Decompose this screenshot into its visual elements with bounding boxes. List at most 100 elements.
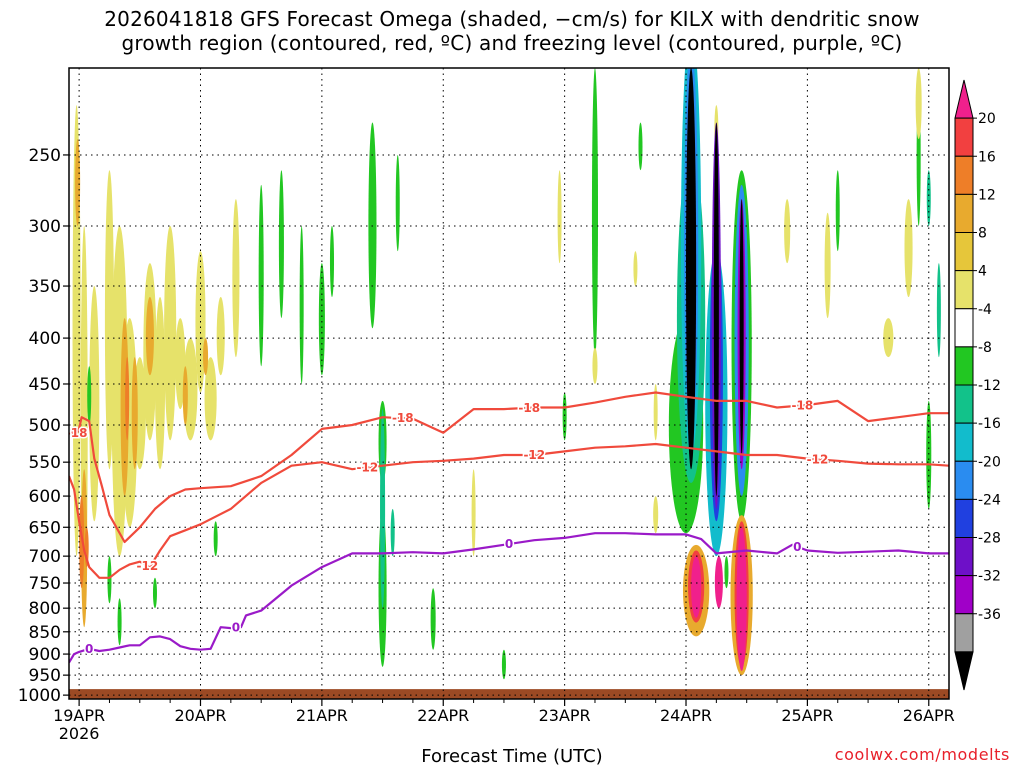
omega-cell-rising (653, 383, 658, 441)
colorbar-segment (954, 498, 974, 538)
omega-cell-sinking (638, 122, 643, 171)
omega-cell-rising (653, 496, 659, 534)
omega-cell-rising (164, 225, 177, 441)
y-tick-label: 550 (29, 453, 61, 473)
y-tick-label: 850 (29, 623, 61, 643)
axes: 2503003504004505005506006507007508008509… (18, 146, 955, 743)
colorbar-label: 8 (978, 226, 987, 242)
omega-cell-rising (232, 199, 240, 358)
colorbar-segment (954, 155, 974, 195)
x-tick-label: 25APR (781, 706, 833, 725)
colorbar: 20 16 12 8 4 -4 -8 -12 -16 -20 -24 -28 -32 -36 (954, 79, 1001, 691)
omega-cell-rising (75, 139, 81, 226)
colorbar-label: 4 (978, 264, 987, 280)
omega-cell-sinking (107, 556, 112, 604)
x-tick-year: 2026 (59, 724, 100, 743)
x-tick-label: 22APR (417, 706, 469, 725)
colorbar-segment (954, 79, 974, 119)
colorbar-segment (954, 193, 974, 233)
x-axis-title: Forecast Time (UTC) (421, 746, 603, 767)
omega-cell-rising (182, 366, 188, 426)
y-tick-label: 350 (29, 277, 61, 297)
omega-cell-rising (216, 297, 225, 376)
omega-cell-sinking (926, 170, 931, 226)
omega-cell-sinking (591, 68, 599, 358)
colorbar-segment (954, 308, 974, 348)
omega-cell-strong-sinking (713, 122, 719, 497)
colorbar-label: -36 (978, 607, 1001, 623)
omega-cell-sinking (368, 122, 377, 329)
x-tick-label: 23APR (539, 706, 591, 725)
omega-cell-strong-sinking (686, 68, 697, 470)
contour--18 (70, 391, 949, 544)
contour-label: -18 (392, 411, 414, 425)
contour-0 (69, 532, 949, 664)
colorbar-label: -16 (978, 416, 1001, 432)
colorbar-segment (954, 117, 974, 157)
colorbar-segment (954, 651, 974, 691)
y-tick-label: 450 (29, 375, 61, 395)
grid-lines (69, 68, 949, 699)
omega-cell-strong-rising (736, 527, 747, 672)
x-tick-label: 20APR (174, 706, 226, 725)
omega-cell-sinking (835, 170, 840, 252)
omega-cell-rising (145, 297, 154, 376)
omega-cell-rising (557, 170, 562, 264)
omega-cell-rising (131, 357, 138, 470)
contour-label: 0 (85, 642, 93, 656)
x-tick-label: 26APR (903, 706, 955, 725)
omega-cell-rising (633, 251, 638, 287)
colorbar-label: -28 (978, 531, 1001, 547)
contour-label: -18 (66, 426, 88, 440)
contour-label: -12 (807, 452, 829, 466)
colorbar-segment (954, 613, 974, 653)
omega-cell-rising (175, 318, 186, 410)
contour-label: -12 (137, 559, 159, 573)
omega-cell-rising (203, 338, 209, 376)
site-credit: coolwx.com/modelts (834, 745, 1010, 764)
omega-shading (69, 68, 949, 699)
omega-cell-sinking (152, 577, 157, 609)
omega-cell-rising (154, 297, 166, 470)
omega-cell-rising (204, 357, 217, 441)
omega-cell-sinking (380, 409, 386, 609)
y-tick-label: 300 (29, 217, 61, 237)
y-tick-label: 1000 (18, 686, 61, 706)
y-tick-label: 800 (29, 599, 61, 619)
omega-cell-sinking (299, 225, 304, 384)
omega-cell-strong-rising (714, 556, 723, 609)
colorbar-segment (954, 346, 974, 386)
omega-cell-sinking (395, 154, 400, 252)
omega-cell-sinking (87, 366, 92, 426)
omega-cell-sinking (926, 400, 932, 509)
colorbar-segment (954, 575, 974, 615)
x-tick-label: 19APR (53, 706, 105, 725)
omega-cell-sinking (390, 508, 395, 557)
temperature-contours: -18 -18 -18 -18 -12 -12 -12 -12 0 0 0 0 (66, 391, 949, 664)
colorbar-label: 16 (978, 149, 996, 165)
contour-label: -12 (523, 448, 545, 462)
y-tick-label: 750 (29, 574, 61, 594)
omega-cell-sinking (936, 263, 941, 358)
omega-cell-rising (824, 212, 831, 319)
omega-cell-sinking (329, 225, 335, 298)
colorbar-segment (954, 422, 974, 462)
omega-cell-strong-sinking (739, 199, 744, 456)
omega-cell-rising (125, 357, 130, 441)
colorbar-label: -24 (978, 492, 1001, 508)
colorbar-segment (954, 384, 974, 424)
contour-label: 0 (793, 540, 801, 554)
contour--12 (69, 442, 949, 579)
omega-cell-sinking (501, 649, 506, 680)
colorbar-label: -12 (978, 378, 1001, 394)
omega-cell-sinking (213, 521, 218, 557)
colorbar-segment (954, 460, 974, 500)
omega-cell-sinking (430, 588, 436, 650)
contour-label: 0 (505, 537, 513, 551)
colorbar-label: -8 (978, 340, 992, 356)
y-tick-label: 250 (29, 146, 61, 166)
y-tick-label: 600 (29, 487, 61, 507)
colorbar-label: -4 (978, 302, 992, 318)
y-tick-label: 650 (29, 518, 61, 538)
